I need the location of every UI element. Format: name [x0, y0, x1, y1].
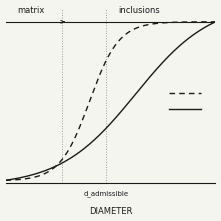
- Text: matrix: matrix: [17, 6, 45, 15]
- Text: d_admissible: d_admissible: [84, 191, 129, 197]
- Text: inclusions: inclusions: [118, 6, 160, 15]
- Text: DIAMETER: DIAMETER: [89, 207, 132, 216]
